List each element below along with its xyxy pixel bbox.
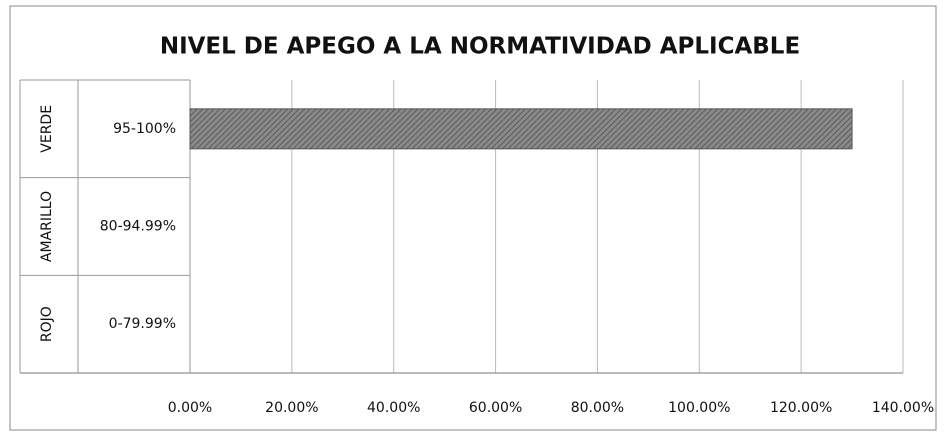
group-label: AMARILLO <box>39 191 55 262</box>
x-tick-label: 100.00% <box>668 400 730 416</box>
chart-title: NIVEL DE APEGO A LA NORMATIVIDAD APLICAB… <box>160 34 800 60</box>
x-tick-label: 60.00% <box>469 400 522 416</box>
group-label: ROJO <box>39 306 55 342</box>
x-tick-label: 120.00% <box>770 400 832 416</box>
x-tick-label: 40.00% <box>367 400 420 416</box>
group-label: VERDE <box>39 105 55 153</box>
category-label: 0-79.99% <box>109 316 176 332</box>
x-tick-label: 80.00% <box>571 400 624 416</box>
category-label: 95-100% <box>113 121 176 137</box>
chart-border <box>9 5 937 431</box>
x-tick-label: 0.00% <box>168 400 212 416</box>
x-tick-label: 140.00% <box>872 400 934 416</box>
bar <box>189 108 853 150</box>
category-label: 80-94.99% <box>100 219 176 235</box>
x-tick-label: 20.00% <box>265 400 318 416</box>
